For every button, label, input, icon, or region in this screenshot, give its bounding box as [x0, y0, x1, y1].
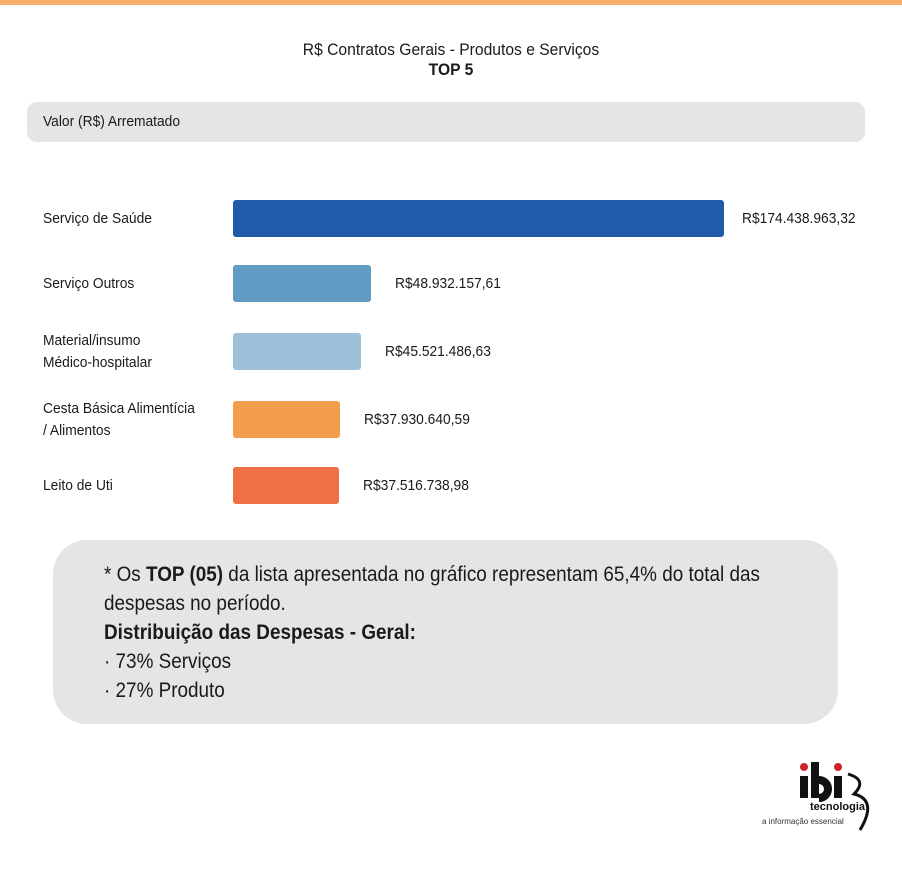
logo-swoosh	[847, 772, 870, 831]
note-line-1-bold: TOP (05)	[146, 563, 224, 586]
chart-title: R$ Contratos Gerais - Produtos e Serviço…	[302, 40, 600, 59]
value-label: R$37.930.640,59	[364, 410, 470, 428]
bar	[233, 200, 724, 237]
note-heading: Distribuição das Despesas - Geral:	[104, 621, 416, 644]
bar	[233, 265, 371, 302]
category-label: Cesta Básica Alimentícia / Alimentos	[43, 399, 195, 439]
logo-name: tecnologia	[810, 801, 866, 813]
note-line-2: despesas no período.	[104, 592, 286, 615]
bar-chart: Serviço de Saúde R$174.438.963,32 Serviço …	[43, 200, 856, 504]
measure-label: Valor (R$) Arrematado	[43, 113, 181, 130]
logo-stem-1	[800, 776, 808, 798]
category-label: Material/insumo Médico-hospitalar	[43, 331, 152, 371]
value-label: R$174.438.963,32	[742, 209, 856, 227]
category-label: Serviço Outros	[43, 274, 135, 292]
logo-dot-2	[834, 763, 842, 771]
bar	[233, 333, 361, 370]
value-label: R$48.932.157,61	[395, 274, 501, 292]
chart-subtitle: TOP 5	[428, 60, 474, 79]
category-label: Leito de Uti	[43, 476, 113, 494]
note-line-1-prefix: * Os	[104, 563, 147, 586]
logo-stem-2	[834, 776, 842, 798]
note-line-1-suffix: da lista apresentada no gráfico represen…	[223, 563, 760, 586]
category-label: Serviço de Saúde	[43, 209, 152, 227]
chart-header: R$ Contratos Gerais - Produtos e Serviço…	[0, 40, 902, 80]
summary-note-text: * Os TOP (05) da lista apresentada no gr…	[104, 560, 804, 705]
logo-stem-b	[811, 762, 819, 798]
bar	[233, 401, 340, 438]
logo-bowl-b	[818, 776, 832, 802]
logo-tagline: a informação essencial	[762, 817, 844, 826]
summary-note: * Os TOP (05) da lista apresentada no gr…	[53, 540, 838, 724]
note-item-services: · 73% Serviços	[104, 650, 232, 673]
top-accent-stripe	[0, 0, 902, 5]
logo-dot-1	[800, 763, 808, 771]
measure-banner: Valor (R$) Arrematado	[27, 102, 865, 142]
note-item-products: · 27% Produto	[104, 679, 225, 702]
ibi-tecnologia-logo: tecnologia a informação essencial	[762, 762, 870, 831]
bar	[233, 467, 339, 504]
value-label: R$37.516.738,98	[363, 476, 469, 494]
note-line-1: * Os TOP (05) da lista apresentada no gr…	[104, 560, 760, 589]
value-label: R$45.521.486,63	[385, 342, 491, 360]
